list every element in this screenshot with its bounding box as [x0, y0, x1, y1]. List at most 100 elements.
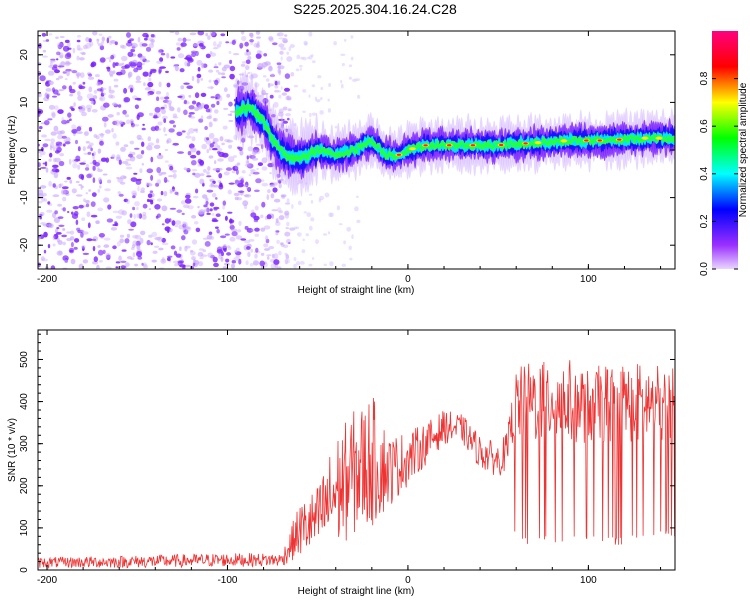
noise-speck — [272, 42, 278, 46]
noise-speck — [131, 151, 136, 156]
noise-speck — [263, 53, 268, 57]
noise-speck — [211, 213, 215, 216]
noise-speck — [257, 162, 263, 167]
noise-speck — [58, 160, 65, 167]
noise-speck — [66, 119, 70, 124]
noise-speck — [44, 161, 48, 167]
noise-speck — [279, 178, 285, 181]
noise-speck — [273, 101, 279, 108]
noise-speck — [171, 220, 176, 226]
noise-speck — [97, 177, 102, 183]
noise-speck — [305, 182, 308, 185]
signal-blob — [472, 146, 476, 150]
noise-speck — [76, 126, 82, 132]
noise-speck — [96, 264, 100, 269]
noise-speck — [142, 264, 148, 269]
noise-speck — [166, 100, 173, 105]
noise-speck — [177, 107, 181, 113]
noise-speck — [282, 38, 288, 44]
noise-speck — [159, 57, 164, 62]
noise-speck — [79, 105, 86, 111]
noise-speck — [69, 106, 73, 110]
noise-speck — [306, 212, 312, 218]
noise-speck — [85, 167, 90, 171]
noise-speck — [53, 64, 58, 68]
noise-speck — [62, 228, 66, 231]
noise-speck — [111, 128, 114, 133]
noise-speck — [204, 208, 208, 212]
noise-speck — [281, 125, 284, 131]
noise-speck — [145, 34, 149, 38]
noise-speck — [269, 94, 274, 99]
noise-speck — [64, 141, 71, 145]
noise-speck — [114, 41, 118, 46]
noise-speck — [57, 109, 64, 114]
noise-speck — [92, 95, 98, 100]
noise-speck — [320, 97, 323, 101]
noise-speck — [146, 239, 151, 246]
noise-speck — [93, 89, 98, 94]
noise-speck — [110, 54, 115, 60]
noise-speck — [91, 109, 98, 113]
noise-speck — [308, 193, 313, 196]
noise-speck — [92, 177, 96, 184]
noise-speck — [229, 59, 233, 64]
noise-speck — [270, 73, 275, 78]
noise-speck — [174, 220, 182, 226]
noise-speck — [298, 200, 302, 206]
noise-speck — [168, 128, 175, 133]
noise-speck — [48, 223, 54, 229]
noise-speck — [82, 259, 89, 264]
noise-speck — [89, 162, 93, 165]
noise-speck — [240, 31, 245, 35]
noise-speck — [74, 238, 80, 243]
noise-speck — [150, 200, 154, 205]
noise-speck — [241, 61, 246, 64]
noise-speck — [108, 70, 114, 77]
noise-speck — [38, 92, 42, 98]
noise-speck — [284, 87, 290, 92]
x-tick-label: 100 — [580, 575, 597, 586]
noise-speck — [285, 202, 291, 205]
noise-speck — [47, 201, 51, 205]
noise-speck — [343, 240, 346, 245]
signal-blob — [512, 143, 516, 149]
noise-speck — [193, 195, 199, 199]
noise-speck — [288, 242, 291, 244]
noise-speck — [61, 117, 64, 122]
noise-speck — [161, 108, 166, 115]
noise-speck — [265, 238, 270, 244]
noise-speck — [112, 210, 120, 214]
noise-speck — [247, 186, 251, 191]
noise-speck — [184, 57, 191, 60]
noise-speck — [291, 204, 294, 209]
signal-blob — [262, 117, 266, 126]
noise-speck — [308, 94, 311, 98]
noise-speck — [310, 200, 314, 204]
noise-speck — [142, 203, 148, 209]
noise-speck — [97, 148, 102, 154]
noise-speck — [133, 67, 139, 73]
noise-speck — [154, 106, 161, 113]
noise-speck — [229, 110, 237, 113]
noise-speck — [247, 135, 255, 139]
noise-speck — [185, 194, 191, 199]
noise-speck — [327, 231, 331, 235]
noise-speck — [239, 80, 243, 84]
noise-speck — [311, 112, 317, 116]
noise-speck — [61, 119, 68, 125]
noise-speck — [138, 213, 143, 219]
noise-speck — [146, 168, 154, 174]
noise-speck — [99, 140, 104, 146]
noise-speck — [57, 134, 64, 140]
signal-blob — [280, 146, 284, 152]
noise-speck — [110, 227, 118, 231]
noise-speck — [285, 254, 290, 260]
noise-speck — [248, 239, 255, 242]
noise-speck — [167, 255, 173, 258]
noise-speck — [124, 114, 130, 118]
noise-speck — [77, 164, 81, 170]
noise-speck — [208, 69, 214, 73]
noise-speck — [281, 92, 287, 96]
noise-speck — [255, 143, 263, 146]
